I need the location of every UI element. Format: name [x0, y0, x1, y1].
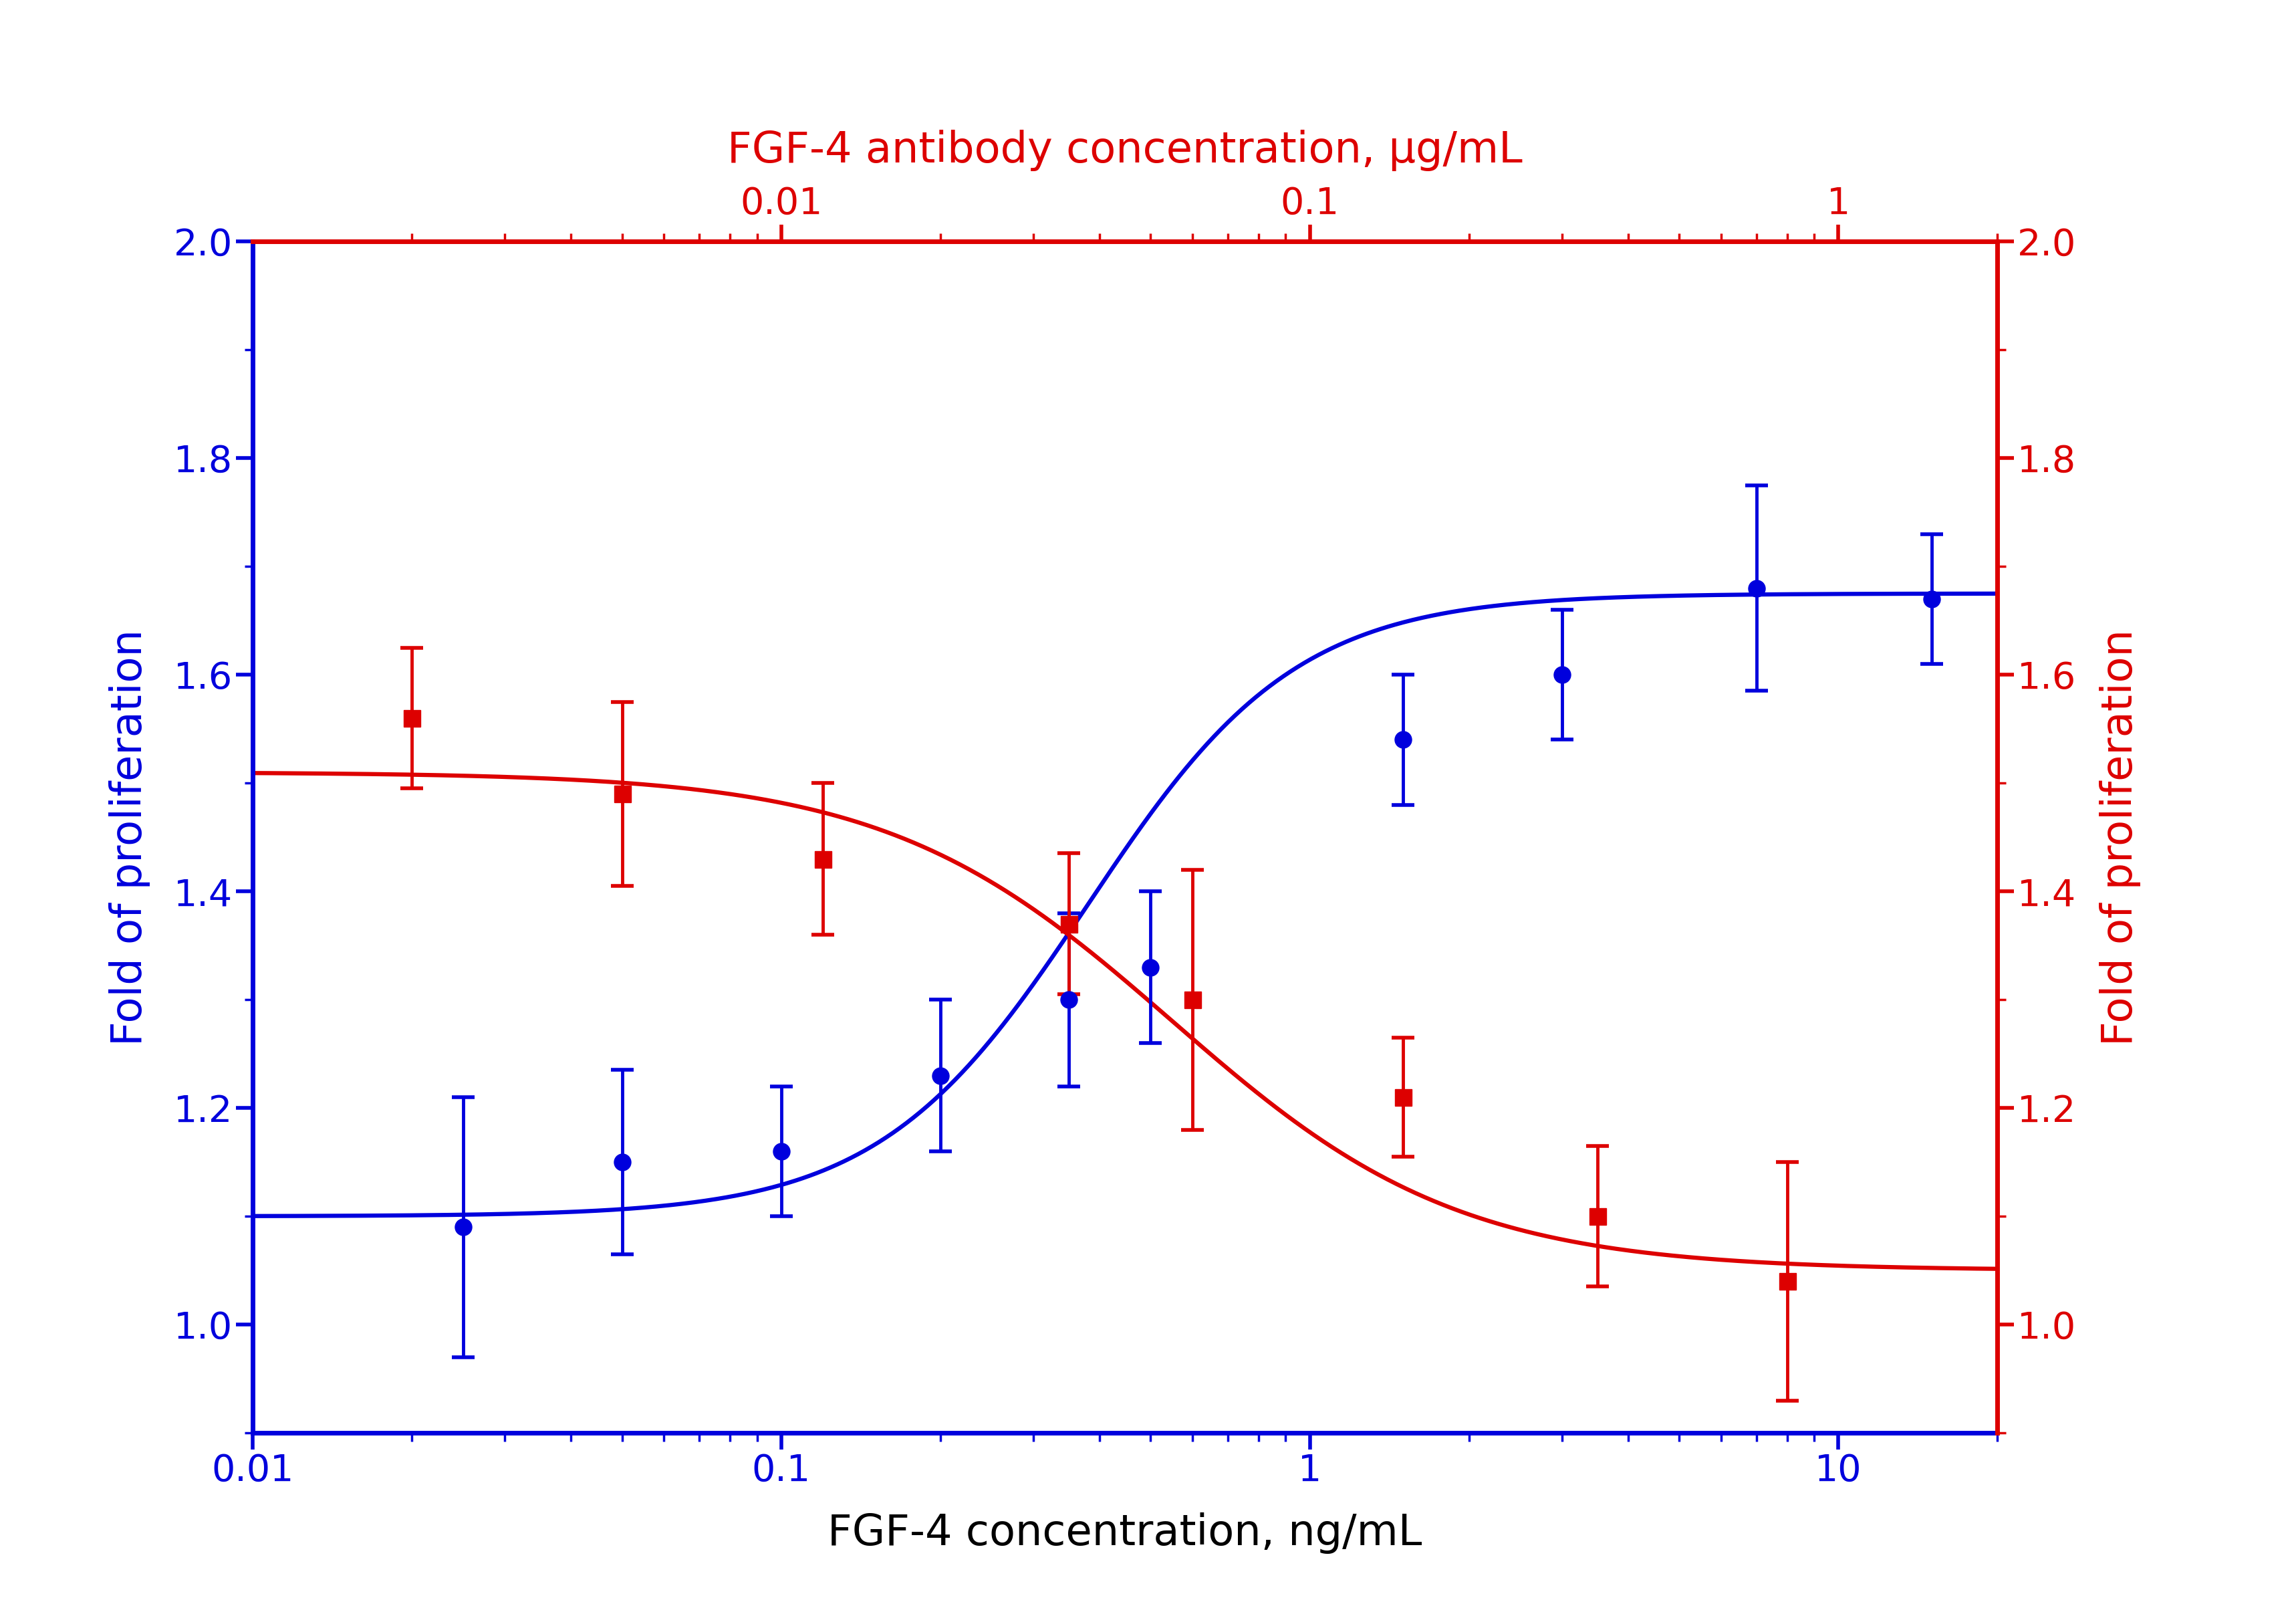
Y-axis label: Fold of proliferation: Fold of proliferation [2099, 630, 2142, 1045]
X-axis label: FGF-4 antibody concentration, μg/mL: FGF-4 antibody concentration, μg/mL [728, 129, 1522, 171]
Y-axis label: Fold of proliferation: Fold of proliferation [108, 630, 152, 1045]
X-axis label: FGF-4 concentration, ng/mL: FGF-4 concentration, ng/mL [829, 1512, 1421, 1554]
